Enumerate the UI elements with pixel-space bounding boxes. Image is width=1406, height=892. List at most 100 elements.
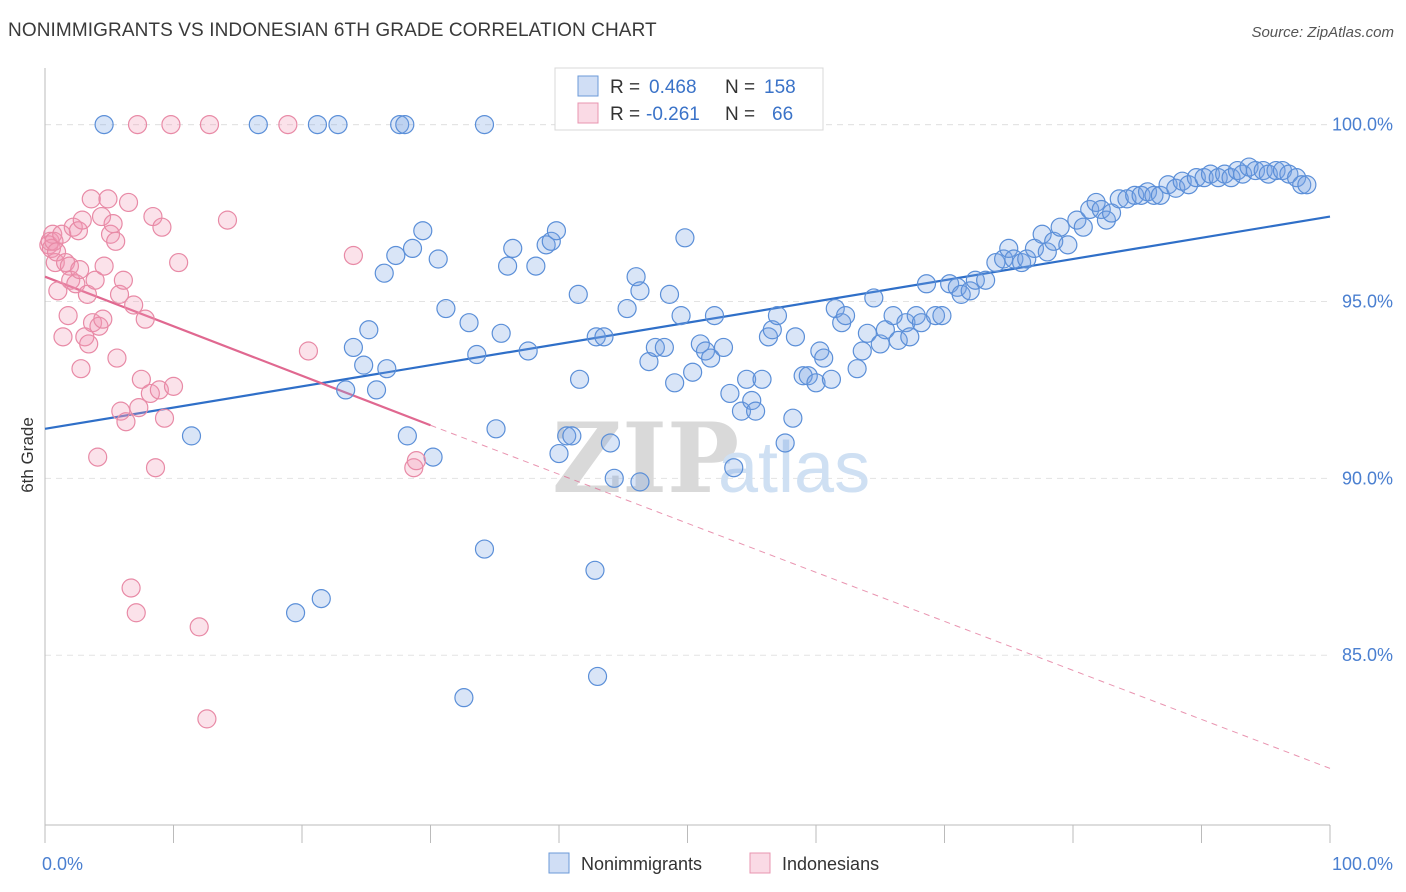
- point-nonimmigrants-62: [701, 348, 721, 368]
- y-tick-label-2: 95.0%: [1342, 291, 1393, 311]
- point-nonimmigrants-23: [436, 298, 456, 319]
- point-nonimmigrants-86: [835, 306, 856, 326]
- point-indonesians-22: [71, 359, 91, 379]
- point-nonimmigrants-75: [775, 433, 795, 453]
- point-nonimmigrants-147: [1245, 160, 1266, 181]
- point-nonimmigrants-37: [549, 443, 569, 464]
- point-nonimmigrants-112: [1011, 252, 1032, 273]
- point-nonimmigrants-38: [557, 426, 577, 446]
- point-nonimmigrants-54: [654, 337, 674, 358]
- point-nonimmigrants-76: [783, 408, 803, 428]
- point-indonesians-50: [135, 309, 155, 329]
- point-nonimmigrants-65: [720, 383, 740, 404]
- legend-r-label-blue: R =: [610, 77, 640, 98]
- point-nonimmigrants-11: [343, 337, 363, 358]
- point-nonimmigrants-49: [626, 267, 646, 287]
- point-nonimmigrants-15: [377, 359, 397, 379]
- point-indonesians-43: [116, 412, 136, 432]
- point-nonimmigrants-113: [1017, 249, 1037, 269]
- series-legend: Nonimmigrants Indonesians: [548, 852, 879, 874]
- point-nonimmigrants-9: [311, 589, 331, 609]
- point-indonesians-63: [343, 245, 363, 266]
- series-legend-swatch-nonimmigrants: [548, 852, 570, 874]
- point-nonimmigrants-107: [976, 270, 996, 290]
- point-nonimmigrants-1: [248, 114, 268, 135]
- point-nonimmigrants-24: [454, 688, 474, 708]
- point-indonesians-1: [161, 114, 181, 135]
- point-nonimmigrants-39: [562, 426, 582, 446]
- point-nonimmigrants-155: [1297, 175, 1317, 195]
- point-indonesians-29: [85, 270, 105, 290]
- point-nonimmigrants-20: [413, 221, 433, 241]
- point-nonimmigrants-34: [536, 235, 556, 255]
- point-nonimmigrants-119: [1058, 235, 1078, 255]
- point-indonesians-62: [298, 341, 319, 361]
- point-indonesians-38: [106, 231, 126, 251]
- point-nonimmigrants-47: [604, 468, 624, 488]
- point-indonesians-30: [88, 447, 108, 467]
- x-tick-label-1: 100.0%: [1332, 854, 1393, 874]
- legend-r-value-blue: 0.468: [649, 77, 697, 98]
- trend-line-indonesians: [44, 275, 431, 427]
- point-nonimmigrants-41: [569, 369, 590, 389]
- point-nonimmigrants-89: [857, 323, 878, 343]
- point-nonimmigrants-88: [852, 341, 872, 361]
- point-indonesians-27: [81, 189, 101, 209]
- point-nonimmigrants-69: [742, 390, 762, 411]
- point-nonimmigrants-70: [746, 401, 766, 421]
- point-nonimmigrants-127: [1109, 189, 1129, 209]
- point-nonimmigrants-90: [864, 288, 884, 308]
- point-indonesians-37: [103, 214, 123, 234]
- point-indonesians-13: [53, 327, 73, 347]
- point-indonesians-54: [149, 380, 169, 400]
- point-nonimmigrants-36: [546, 221, 567, 241]
- point-nonimmigrants-6: [474, 114, 495, 135]
- point-nonimmigrants-74: [767, 306, 788, 326]
- point-indonesians-44: [118, 192, 139, 213]
- point-indonesians-46: [124, 295, 144, 315]
- point-nonimmigrants-30: [498, 256, 518, 276]
- legend-n-label-pink: N =: [725, 104, 755, 125]
- point-nonimmigrants-27: [486, 419, 506, 439]
- point-nonimmigrants-40: [568, 284, 588, 304]
- point-nonimmigrants-79: [798, 366, 818, 386]
- point-nonimmigrants-4: [390, 114, 410, 135]
- point-indonesians-21: [70, 260, 90, 280]
- point-nonimmigrants-25: [459, 313, 479, 333]
- series-legend-indonesians: Indonesians: [782, 854, 879, 874]
- point-nonimmigrants-3: [328, 114, 348, 135]
- legend-r-label-pink: R =: [610, 104, 640, 125]
- y-tick-label-1: 90.0%: [1342, 468, 1393, 488]
- point-nonimmigrants-17: [386, 245, 406, 266]
- point-nonimmigrants-56: [665, 373, 685, 393]
- point-indonesians-56: [154, 408, 175, 428]
- point-nonimmigrants-31: [503, 238, 523, 259]
- point-nonimmigrants-99: [916, 274, 937, 294]
- point-nonimmigrants-100: [925, 306, 946, 326]
- y-tick-label-3: 100.0%: [1332, 115, 1393, 135]
- point-indonesians-23: [72, 210, 92, 230]
- point-nonimmigrants-110: [999, 238, 1019, 259]
- point-nonimmigrants-33: [526, 256, 546, 276]
- point-indonesians-34: [94, 256, 114, 276]
- point-nonimmigrants-58: [675, 228, 695, 248]
- point-nonimmigrants-44: [586, 327, 606, 347]
- point-nonimmigrants-115: [1032, 224, 1052, 244]
- point-nonimmigrants-18: [397, 426, 417, 446]
- point-nonimmigrants-35: [541, 231, 561, 251]
- point-indonesians-42: [113, 270, 133, 290]
- point-nonimmigrants-91: [870, 334, 890, 354]
- point-nonimmigrants-68: [737, 369, 757, 389]
- point-nonimmigrants-5: [395, 114, 415, 135]
- point-nonimmigrants-105: [960, 281, 980, 301]
- point-indonesians-58: [169, 252, 189, 273]
- point-nonimmigrants-12: [354, 355, 374, 375]
- series-legend-nonimmigrants: Nonimmigrants: [581, 854, 702, 874]
- point-nonimmigrants-52: [639, 352, 659, 372]
- point-nonimmigrants-116: [1037, 242, 1057, 262]
- point-indonesians-61: [217, 210, 238, 230]
- y-axis-label: 6th Grade: [18, 417, 37, 493]
- point-indonesians-41: [111, 401, 131, 421]
- x-tick-labels: 0.0% 100.0%: [42, 854, 1393, 874]
- axes: [44, 68, 1331, 843]
